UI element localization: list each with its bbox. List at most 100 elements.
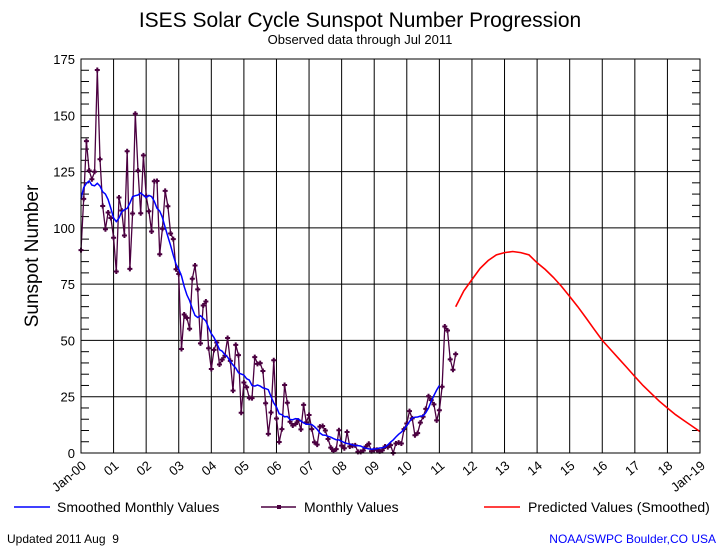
monthly-value-point [447,356,453,362]
monthly-value-point [325,436,331,442]
monthly-value-point [154,178,160,184]
y-tick-label: 75 [61,277,75,292]
x-tick-label: 18 [655,458,676,479]
monthly-value-point [436,407,442,413]
x-tick-label: 01 [101,458,122,479]
monthly-value-point [102,226,108,232]
monthly-value-point [108,215,114,221]
monthly-value-point [235,352,241,358]
monthly-value-point [132,111,138,117]
monthly-value-point [439,384,445,390]
monthly-value-point [135,167,141,173]
monthly-value-point [263,400,269,406]
monthly-value-point [94,67,100,73]
monthly-value-point [417,420,423,426]
monthly-value-point [165,203,171,209]
y-tick-label: 125 [53,165,75,180]
monthly-value-point [431,401,437,407]
x-tick-label: 14 [524,458,545,479]
monthly-value-point [339,443,345,449]
legend-marker-monthly [277,505,281,509]
monthly-value-point [192,262,198,268]
y-tick-label: 150 [53,108,75,123]
y-tick-label: 100 [53,221,75,236]
monthly-value-point [111,235,117,241]
monthly-value-point [322,427,328,433]
x-tick-label: 05 [231,458,252,479]
monthly-value-point [260,368,266,374]
monthly-value-point [100,203,106,209]
monthly-value-point [271,357,277,363]
monthly-value-point [265,431,271,437]
monthly-value-point [146,208,152,214]
legend-label-monthly: Monthly Values [304,499,399,515]
monthly-value-point [178,346,184,352]
monthly-value-point [162,188,168,194]
monthly-value-point [127,266,133,272]
x-tick-label: 13 [492,458,513,479]
monthly-value-point [298,426,304,432]
monthly-value-point [138,210,144,216]
grid [81,58,700,454]
x-tick-label: 12 [459,458,480,479]
monthly-value-point [197,340,203,346]
monthly-value-point [292,421,298,427]
chart-title: ISES Solar Cycle Sunspot Number Progress… [139,9,581,32]
x-tick-label: 16 [589,458,610,479]
x-tick-label: 07 [296,458,317,479]
x-tick-label: 09 [361,458,382,479]
monthly-value-point [121,233,127,239]
monthly-value-point [230,388,236,394]
monthly-value-point [426,393,432,399]
x-tick-label: Jan-19 [668,458,708,495]
monthly-value-point [225,335,231,341]
updated-date: Updated 2011 Aug 9 [7,532,119,546]
monthly-value-point [268,409,274,415]
y-tick-label: 0 [68,446,75,461]
monthly-value-point [282,382,288,388]
monthly-value-point [366,441,372,447]
monthly-value-point [83,138,89,144]
monthly-value-point [92,169,98,175]
monthly-values-line [80,69,457,456]
monthly-value-point [379,447,385,453]
monthly-value-point [284,400,290,406]
monthly-value-point [173,266,179,272]
monthly-value-point [344,429,350,435]
series-layer [78,67,701,456]
monthly-value-point [113,269,119,275]
monthly-value-point [341,445,347,451]
monthly-value-point [130,210,136,216]
x-tick-label: 02 [133,458,154,479]
monthly-value-point [320,423,326,429]
monthly-value-point [86,167,92,173]
legend-item-monthly: Monthly Values [261,499,399,515]
monthly-value-point [159,226,165,232]
monthly-value-point [149,228,155,234]
monthly-value-point [170,236,176,242]
monthly-value-point [105,210,111,216]
monthly-value-point [311,439,317,445]
monthly-value-point [290,423,296,429]
monthly-value-point [279,426,285,432]
monthly-value-point [244,384,250,390]
monthly-value-point [181,312,187,318]
monthly-value-point [89,176,95,182]
x-tick-label: 11 [427,458,447,478]
monthly-value-point [453,351,459,357]
monthly-value-point [407,408,413,414]
monthly-value-point [157,251,163,257]
monthly-value-point [200,303,206,309]
monthly-value-point [388,442,393,448]
monthly-value-point [211,347,217,353]
monthly-value-point [219,357,225,363]
legend-item-predicted: Predicted Values (Smoothed) [484,499,710,515]
monthly-value-point [124,148,130,154]
monthly-value-point [398,441,404,447]
x-tick-label: 06 [264,458,285,479]
chart-subtitle: Observed data through Jul 2011 [268,32,453,47]
credit-text: NOAA/SWPC Boulder,CO USA [549,532,716,546]
x-tick-label: 17 [622,458,643,479]
monthly-value-point [333,446,339,452]
monthly-value-point [168,230,174,236]
